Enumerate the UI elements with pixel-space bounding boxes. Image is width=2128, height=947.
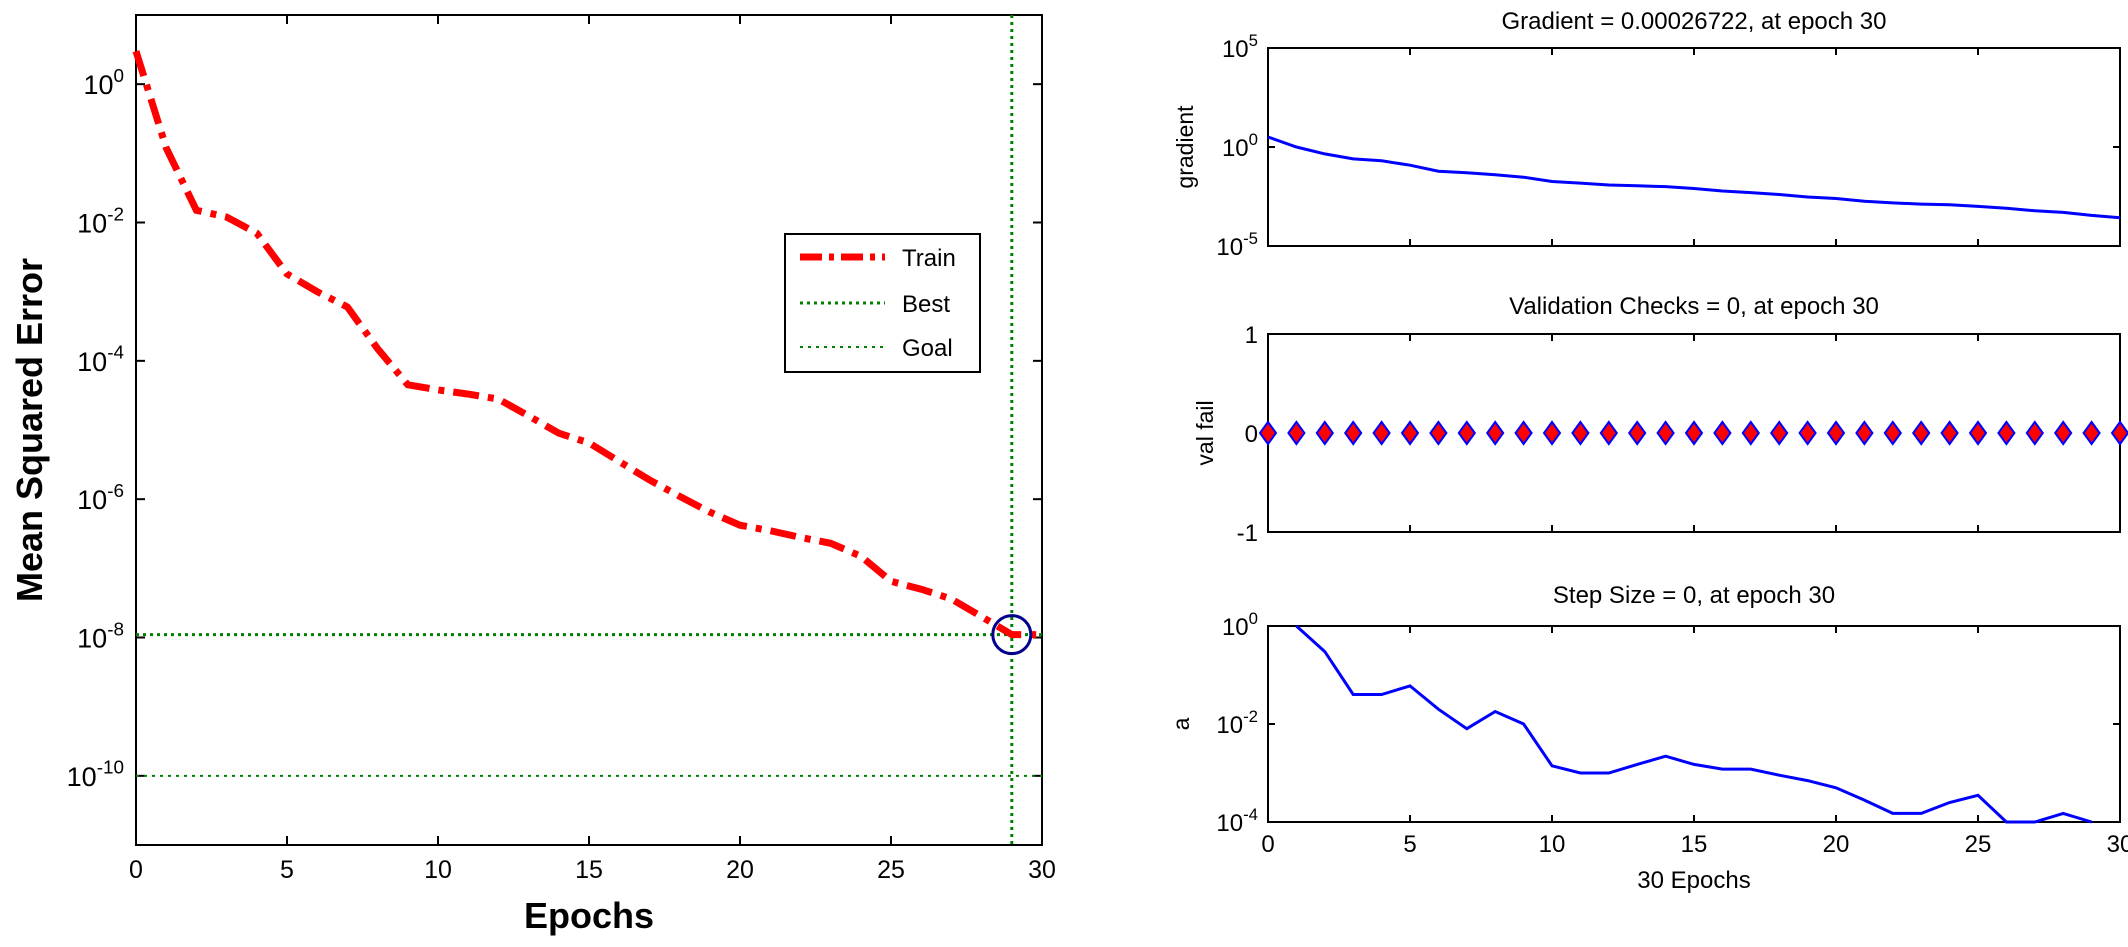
validation-point	[1656, 420, 1675, 446]
validation-point	[1287, 420, 1306, 446]
y-tick-label: 10-2	[1216, 707, 1258, 739]
validation-y-label: val fail	[1192, 400, 1218, 465]
validation-point	[1855, 420, 1874, 446]
validation-point	[1826, 420, 1846, 446]
y-tick-label: 100	[1222, 609, 1258, 641]
validation-point	[1542, 420, 1562, 446]
x-tick-label: 10	[1539, 831, 1566, 858]
y-tick-label: 10-10	[67, 758, 124, 792]
y-tick-label: 10-2	[77, 204, 124, 238]
validation-point	[1968, 420, 1988, 446]
validation-point	[1684, 420, 1704, 446]
validation-point	[1798, 420, 1817, 446]
gradient-title: Gradient = 0.00026722, at epoch 30	[1502, 8, 1887, 35]
validation-point	[1571, 420, 1590, 446]
validation-point	[1741, 420, 1761, 446]
y-tick-label: 10-5	[1216, 229, 1258, 261]
step-size-curve	[1295, 624, 2093, 824]
x-tick-label: 15	[575, 856, 603, 884]
validation-point	[1343, 420, 1363, 446]
validation-point	[1883, 420, 1903, 446]
y-tick-label: 10-6	[77, 481, 124, 515]
validation-point	[2053, 420, 2073, 446]
validation-point	[2082, 420, 2101, 446]
x-tick-label: 5	[280, 856, 294, 884]
validation-point	[1485, 420, 1505, 446]
x-tick-label: 20	[726, 856, 754, 884]
validation-title: Validation Checks = 0, at epoch 30	[1509, 293, 1879, 320]
validation-point	[1769, 420, 1789, 446]
validation-point	[1457, 420, 1477, 446]
x-tick-label: 5	[1403, 831, 1416, 858]
x-tick-label: 30	[1028, 856, 1056, 884]
step-size-y-label: a	[1168, 717, 1194, 730]
validation-point	[1315, 420, 1335, 446]
step-size-plot: Step Size = 0, at epoch 30 0 5 10 15 20 25 30 1…	[1168, 582, 2128, 894]
gradient-y-label: gradient	[1172, 105, 1198, 189]
x-axis-label: Epochs	[524, 895, 654, 936]
x-tick-label: 0	[129, 856, 143, 884]
y-tick-label: 10-8	[77, 619, 124, 653]
y-tick-label: 100	[83, 66, 124, 100]
gradient-curve	[1267, 135, 2121, 220]
validation-point	[1514, 420, 1533, 446]
y-tick-label: -1	[1237, 520, 1258, 547]
validation-point	[1713, 420, 1732, 446]
validation-point	[1372, 420, 1391, 446]
legend-best-label: Best	[902, 291, 950, 318]
legend: Train Best Goal	[784, 233, 981, 373]
x-tick-label: 20	[1823, 831, 1850, 858]
legend-goal-label: Goal	[902, 335, 953, 362]
x-tick-label: 10	[424, 856, 452, 884]
y-tick-label: 0	[1245, 421, 1258, 448]
x-tick-label: 15	[1681, 831, 1708, 858]
performance-plot: 0 5 10 15 20 25 30 100 10-2 10-4 10-6 10-8 10-10 Epo…	[9, 14, 1056, 936]
validation-point	[1911, 420, 1931, 446]
x-tick-label: 30	[2107, 831, 2128, 858]
y-tick-label: 105	[1222, 31, 1258, 63]
x-tick-label: 0	[1261, 831, 1274, 858]
legend-train-label: Train	[902, 245, 956, 272]
validation-point	[2025, 420, 2045, 446]
best-epoch-marker	[991, 614, 1033, 656]
performance-axes-box	[135, 14, 1043, 846]
validation-checks-plot: Validation Checks = 0, at epoch 30 10-1 …	[1192, 293, 2128, 547]
step-size-axes-box	[1267, 625, 2121, 823]
validation-point	[1429, 420, 1448, 446]
validation-point	[1599, 420, 1619, 446]
validation-point	[1400, 420, 1420, 446]
validation-point	[1997, 420, 2016, 446]
y-axis-label: Mean Squared Error	[9, 258, 50, 602]
y-tick-label: 1	[1245, 322, 1258, 349]
gradient-axes-box	[1267, 47, 2121, 247]
x-tick-label: 25	[1965, 831, 1992, 858]
validation-point	[2110, 420, 2128, 446]
y-tick-label: 10-4	[1216, 805, 1258, 837]
validation-point	[1940, 420, 1959, 446]
y-tick-label: 100	[1222, 130, 1258, 162]
step-size-x-label: 30 Epochs	[1637, 867, 1750, 894]
validation-point	[1627, 420, 1647, 446]
validation-point	[1258, 420, 1278, 446]
gradient-plot: Gradient = 0.00026722, at epoch 30 105 10…	[1172, 8, 2121, 261]
step-size-title: Step Size = 0, at epoch 30	[1553, 582, 1835, 609]
x-tick-label: 25	[877, 856, 905, 884]
train-curve	[132, 50, 1042, 639]
y-tick-label: 10-4	[77, 343, 124, 377]
